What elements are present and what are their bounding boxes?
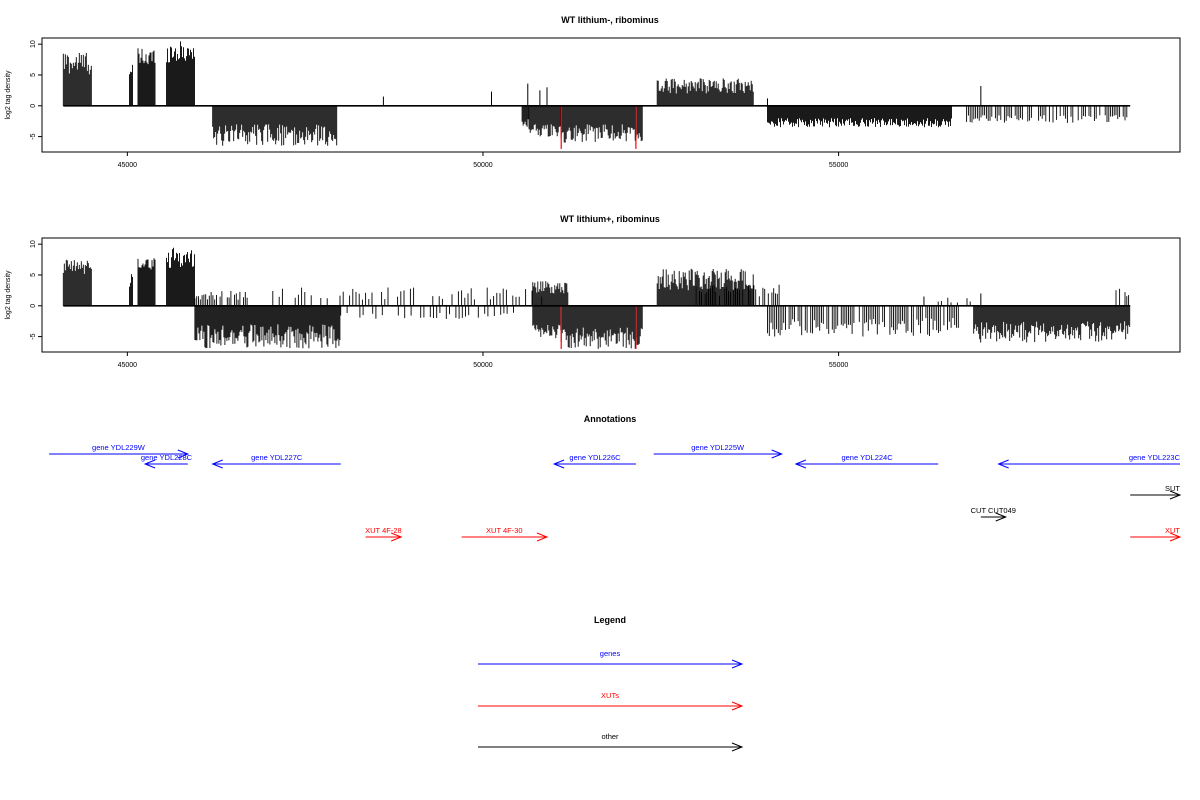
y-tick-label: 0 (30, 304, 37, 308)
panel-title: WT lithium+, ribominus (560, 214, 660, 224)
arrow-head (731, 659, 744, 669)
legend-label: other (601, 732, 619, 741)
y-tick-label: -5 (30, 333, 37, 339)
annotation-label: XUT 4F-30 (486, 526, 523, 535)
track-panel-lithium-minus: WT lithium-, ribominus log2 tag density … (5, 15, 1181, 169)
arrow-head (995, 512, 1008, 522)
annotation-label: SUT (1165, 484, 1180, 493)
x-tick-label: 45000 (118, 162, 138, 169)
arrow-head (1169, 490, 1182, 500)
annotation-label: XUT 4F-28 (365, 526, 402, 535)
density-bars (62, 247, 1131, 349)
panel-title: WT lithium-, ribominus (561, 15, 659, 25)
annotation-label: XUT (1165, 526, 1180, 535)
y-tick-label: 5 (30, 73, 37, 77)
x-tick-label: 50000 (473, 162, 493, 169)
arrow-head (536, 532, 549, 542)
legend-item: genes (478, 649, 744, 669)
annotation-label: gene YDL228C (141, 453, 193, 462)
arrow-head (143, 459, 156, 469)
annotation-feature: XUT (1130, 526, 1182, 542)
y-tick-label: 10 (30, 240, 37, 248)
annotation-label: gene YDL223C (1129, 453, 1181, 462)
y-tick-label: 5 (30, 273, 37, 277)
arrow-head (794, 459, 807, 469)
annotation-feature: gene YDL227C (211, 453, 341, 469)
arrow-head (211, 459, 223, 469)
annotation-feature: gene YDL223C (997, 453, 1181, 469)
track-panel-lithium-plus: WT lithium+, ribominus log2 tag density … (5, 214, 1181, 369)
arrow-head (1169, 532, 1182, 542)
arrow-head (997, 459, 1009, 469)
annotation-feature: gene YDL228C (141, 453, 193, 469)
annotation-label: gene YDL225W (691, 443, 745, 452)
y-axis-label: log2 tag density (5, 270, 12, 320)
x-tick-label: 55000 (829, 362, 849, 369)
y-axis-label: log2 tag density (5, 70, 12, 120)
x-tick-label: 55000 (829, 162, 849, 169)
legend-items: genes XUTs other (478, 649, 744, 752)
annotation-feature: XUT 4F-30 (461, 526, 549, 542)
legend: Legend genes XUTs other (478, 615, 744, 752)
annotation-label: CUT CUT049 (971, 506, 1016, 515)
annotation-feature: gene YDL229W (49, 443, 190, 459)
arrow-head (771, 449, 784, 459)
y-tick-label: 0 (30, 104, 37, 108)
y-tick-label: 10 (30, 40, 37, 48)
arrow-head (390, 532, 403, 542)
annotation-label: gene YDL227C (251, 453, 303, 462)
annotation-feature: SUT (1130, 484, 1182, 500)
x-tick-label: 45000 (118, 362, 138, 369)
annotation-feature: gene YDL226C (552, 453, 636, 469)
x-tick-label: 50000 (473, 362, 493, 369)
y-tick-label: -5 (30, 133, 37, 139)
annotation-feature: gene YDL224C (794, 453, 939, 469)
annotation-label: gene YDL224C (841, 453, 893, 462)
legend-label: genes (600, 649, 621, 658)
annotation-feature: gene YDL225W (653, 443, 784, 459)
axes: -5 0 5 10 45000 50000 55000 (30, 237, 1181, 369)
legend-item: other (478, 732, 744, 752)
annotation-feature: XUT 4F-28 (365, 526, 403, 542)
legend-title: Legend (594, 615, 626, 625)
plot-frame (41, 237, 1181, 353)
annotation-label: gene YDL229W (92, 443, 146, 452)
legend-item: XUTs (478, 691, 744, 711)
arrow-head (731, 701, 744, 711)
annotations-title: Annotations (584, 414, 637, 424)
axes: -5 0 5 10 45000 50000 55000 (30, 37, 1181, 169)
arrow-head (731, 742, 744, 752)
density-bars (62, 41, 1131, 149)
legend-label: XUTs (601, 691, 619, 700)
annotation-label: gene YDL226C (569, 453, 621, 462)
arrow-head (177, 449, 190, 459)
arrow-head (552, 459, 565, 469)
plot-frame (41, 37, 1181, 153)
annotation-feature: CUT CUT049 (971, 506, 1016, 522)
